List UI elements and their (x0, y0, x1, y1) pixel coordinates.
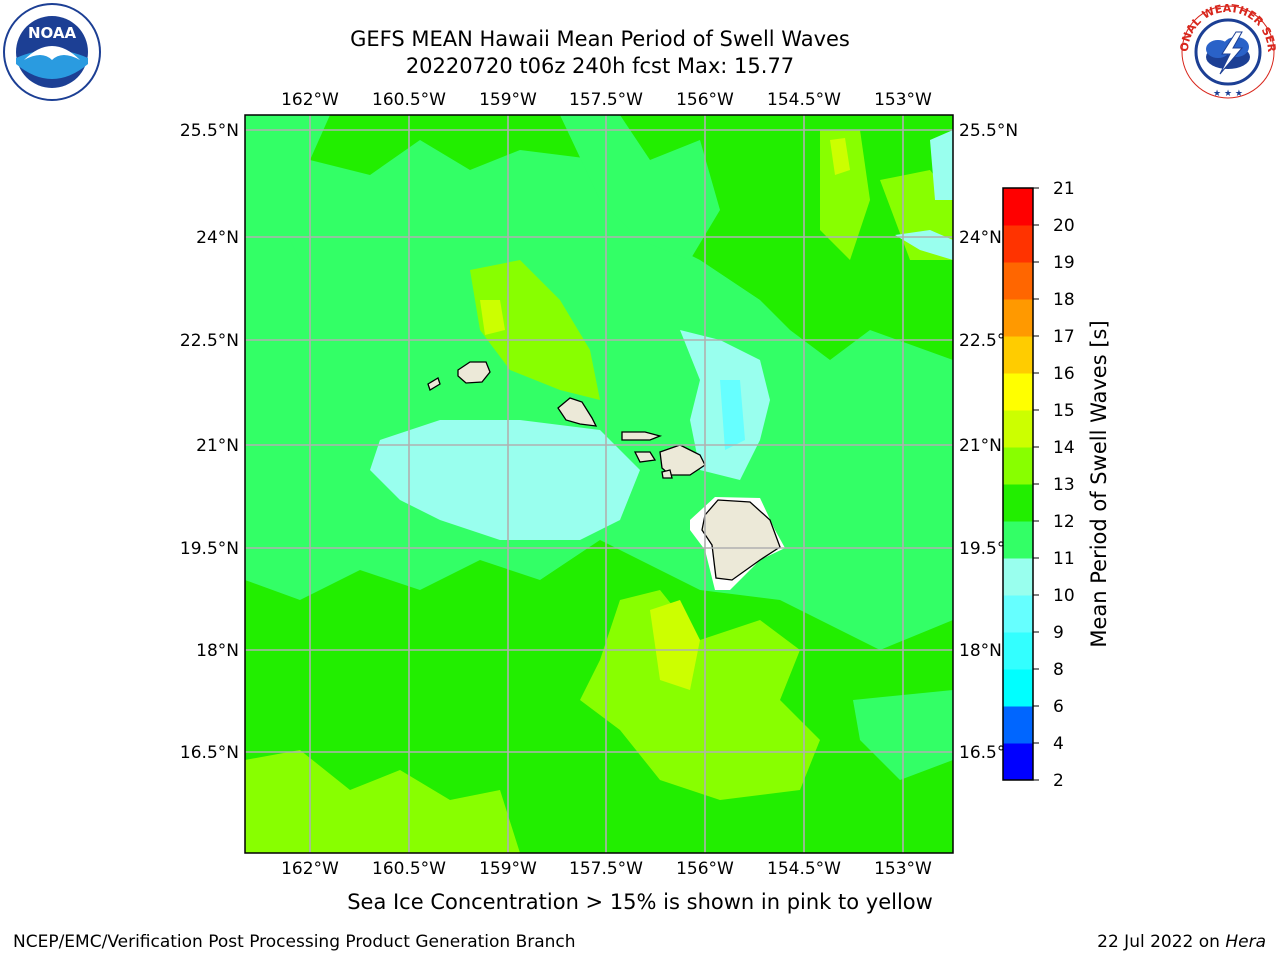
svg-text:★ ★ ★: ★ ★ ★ (1213, 89, 1243, 99)
colorbar-swatch (1003, 188, 1033, 226)
lon-label-bottom: 156°W (676, 859, 734, 879)
field-region-11 (830, 138, 850, 175)
lat-label-right: 25.5°N (959, 121, 1018, 141)
lat-label-right: 18°N (959, 641, 1002, 661)
colorbar-tick-label: 9 (1053, 623, 1064, 643)
lat-label-right: 21°N (959, 436, 1002, 456)
island-molokai (621, 431, 663, 441)
lat-label-left: 16.5°N (180, 743, 239, 763)
colorbar-swatch (1003, 225, 1033, 263)
field-region-6 (470, 260, 600, 400)
colorbar-tick-label: 18 (1053, 290, 1075, 310)
footer-date-text: 22 Jul 2022 on (1097, 932, 1226, 952)
lat-label-right: 24°N (959, 228, 1002, 248)
lat-label-left: 18°N (196, 641, 239, 661)
map-caption: Sea Ice Concentration > 15% is shown in … (347, 890, 933, 914)
colorbar-tick-label: 10 (1053, 586, 1075, 606)
colorbar-tick-label: 19 (1053, 253, 1075, 273)
colorbar-swatch (1003, 447, 1033, 485)
colorbar-tick-label: 12 (1053, 512, 1075, 532)
island-oahu (557, 397, 598, 427)
map-frame (244, 114, 954, 854)
colorbar-swatch (1003, 410, 1033, 448)
colorbar-label: Mean Period of Swell Waves [s] (1087, 320, 1111, 647)
footer-date: 22 Jul 2022 on Hera (1097, 932, 1266, 952)
footer-credit: NCEP/EMC/Verification Post Processing Pr… (13, 932, 576, 952)
colorbar-swatch (1003, 706, 1033, 744)
lat-label-left: 19.5°N (180, 539, 239, 559)
lon-label-bottom: 153°W (874, 859, 932, 879)
field-region-12 (480, 300, 505, 335)
colorbar-swatch (1003, 299, 1033, 337)
colorbar-swatch (1003, 669, 1033, 707)
lon-label-top: 156°W (676, 90, 734, 110)
chart-subtitle: 20220720 t06z 240h fcst Max: 15.77 (405, 54, 795, 78)
field-region-2 (560, 115, 720, 260)
field-region-7 (820, 130, 870, 260)
lon-label-bottom: 154.5°W (767, 859, 841, 879)
colorbar-tick-label: 13 (1053, 475, 1075, 495)
chart-title: GEFS MEAN Hawaii Mean Period of Swell Wa… (350, 27, 850, 51)
lon-label-bottom: 157.5°W (569, 859, 643, 879)
colorbar-tick-label: 6 (1053, 697, 1064, 717)
colorbar-swatch (1003, 336, 1033, 374)
lon-label-bottom: 159°W (479, 859, 537, 879)
lat-label-left: 22.5°N (180, 331, 239, 351)
colorbar-tick-label: 17 (1053, 327, 1075, 347)
island-kauai (457, 361, 491, 384)
colorbar-swatch (1003, 484, 1033, 522)
lon-label-bottom: 162°W (281, 859, 339, 879)
island-hawaii (701, 499, 781, 581)
colorbar-swatch (1003, 262, 1033, 300)
noaa-logo: NOAA (2, 2, 102, 106)
lon-label-top: 153°W (874, 90, 932, 110)
colorbar-tick-label: 21 (1053, 179, 1075, 199)
colorbar-swatch (1003, 521, 1033, 559)
colorbar-tick-label: 11 (1053, 549, 1075, 569)
field-region-5 (580, 590, 820, 800)
field-region-0 (245, 115, 953, 650)
colorbar-swatch (1003, 595, 1033, 633)
lat-label-left: 21°N (196, 436, 239, 456)
lon-label-top: 154.5°W (767, 90, 841, 110)
colorbar-tick-label: 20 (1053, 216, 1075, 236)
colorbar-swatch (1003, 632, 1033, 670)
island-lanai (633, 451, 657, 463)
colorbar-swatch (1003, 373, 1033, 411)
field-region-10 (650, 600, 700, 690)
lat-label-left: 25.5°N (180, 121, 239, 141)
noaa-logo-text: NOAA (28, 24, 77, 42)
lat-label-left: 24°N (196, 228, 239, 248)
plot-area (245, 115, 953, 853)
lon-label-top: 160.5°W (372, 90, 446, 110)
colorbar-tick-label: 14 (1053, 438, 1075, 458)
island-niihau (427, 377, 441, 391)
field-region-15 (930, 130, 953, 200)
lon-label-top: 157.5°W (569, 90, 643, 110)
lon-label-bottom: 160.5°W (372, 859, 446, 879)
field-region-13 (370, 420, 640, 540)
colorbar-tick-label: 16 (1053, 364, 1075, 384)
lon-label-top: 162°W (281, 90, 339, 110)
footer-host: Hera (1225, 932, 1266, 952)
colorbar-tick-label: 8 (1053, 660, 1064, 680)
colorbar-tick-label: 15 (1053, 401, 1075, 421)
colorbar-swatch (1003, 558, 1033, 596)
island-kahoolawe (661, 469, 673, 479)
colorbar-tick-label: 2 (1053, 771, 1064, 791)
field-region-8 (245, 790, 320, 853)
field-region-17 (720, 380, 745, 450)
colorbar-tick-label: 4 (1053, 734, 1064, 754)
lon-label-top: 159°W (479, 90, 537, 110)
nws-logo: NATIONAL WEATHER SERVICE ★ ★ ★ (1173, 0, 1278, 106)
colorbar-swatch (1003, 743, 1033, 781)
island-maui (659, 444, 706, 476)
field-region-1 (245, 230, 320, 340)
